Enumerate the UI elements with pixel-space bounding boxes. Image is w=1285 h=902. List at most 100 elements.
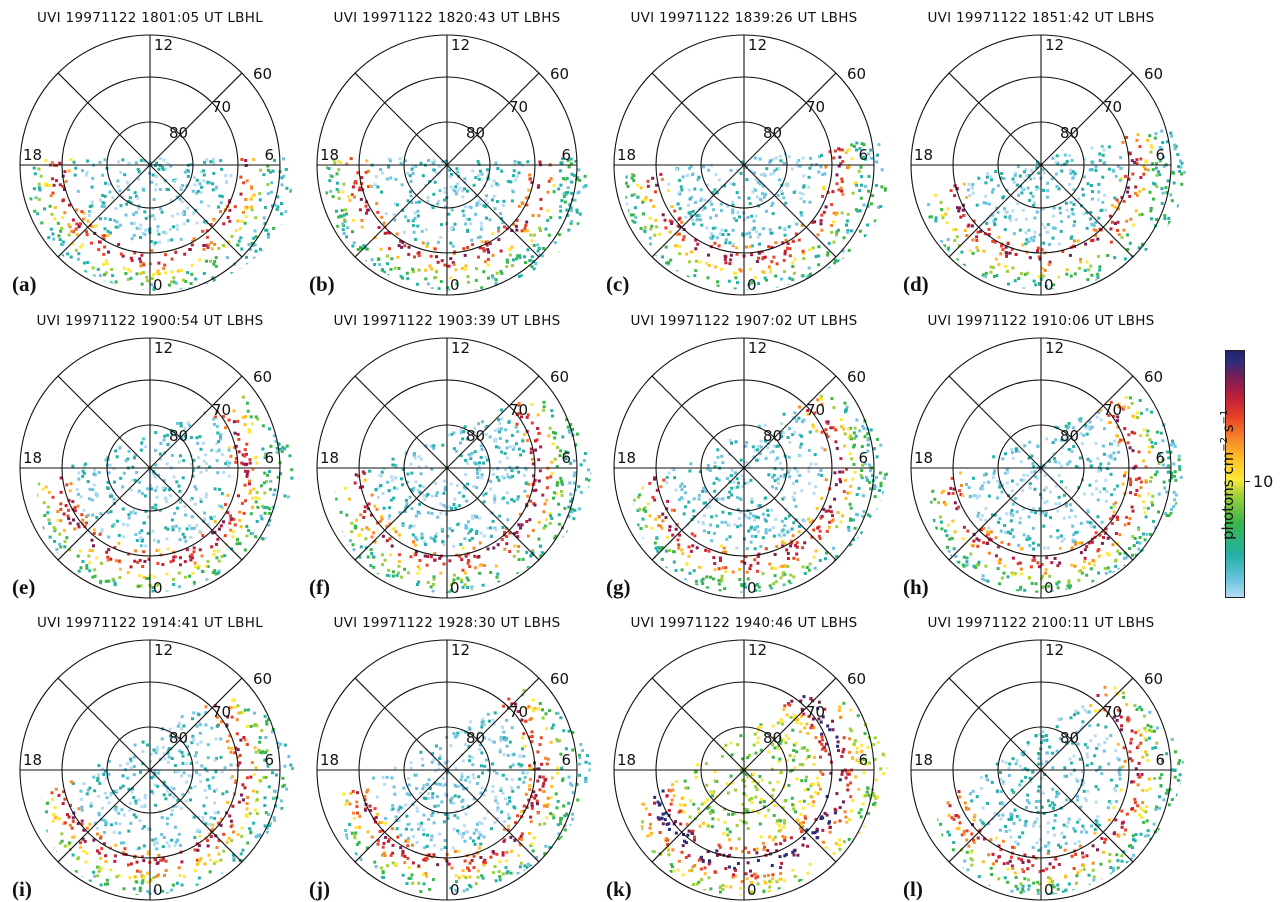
- latitude-label-70: 70: [212, 703, 231, 721]
- polar-grid: [20, 338, 280, 598]
- latitude-label-70: 70: [806, 401, 825, 419]
- colorbar-title-unit: s: [1219, 424, 1237, 437]
- latitude-label-70: 70: [1103, 703, 1122, 721]
- mlt-label-right: 6: [858, 449, 868, 467]
- polar-grid: [317, 35, 577, 295]
- latitude-label-80: 80: [1060, 124, 1079, 142]
- auroral-emission-image: [625, 695, 890, 902]
- mlt-label-top: 12: [451, 36, 470, 54]
- mlt-label-top: 12: [748, 339, 767, 357]
- mlt-label-bottom: 0: [153, 276, 163, 294]
- polar-grid: [317, 338, 577, 598]
- colorbar-title: photons cm−2 s−1: [1219, 410, 1237, 540]
- colorbar-tick: [1244, 481, 1250, 482]
- panel-label: (g): [606, 575, 631, 600]
- latitude-label-70: 70: [509, 703, 528, 721]
- mlt-label-top: 12: [154, 36, 173, 54]
- mlt-label-right: 6: [561, 751, 571, 769]
- polar-grid: [911, 640, 1171, 900]
- polar-grid: [614, 338, 874, 598]
- polar-grid: [614, 640, 874, 900]
- mlt-label-left: 18: [914, 146, 933, 164]
- mlt-label-right: 6: [1155, 751, 1165, 769]
- polar-grid: [20, 35, 280, 295]
- polar-grid: [614, 35, 874, 295]
- latitude-label-60: 60: [1144, 670, 1163, 688]
- panel-label: (i): [12, 877, 32, 902]
- latitude-label-80: 80: [1060, 729, 1079, 747]
- latitude-label-60: 60: [847, 65, 866, 83]
- panel-label: (d): [903, 272, 929, 297]
- polar-grid: [911, 35, 1171, 295]
- polar-grid: [317, 640, 577, 900]
- mlt-label-left: 18: [914, 751, 933, 769]
- mlt-label-top: 12: [451, 339, 470, 357]
- latitude-label-80: 80: [169, 124, 188, 142]
- latitude-label-70: 70: [1103, 401, 1122, 419]
- mlt-label-top: 12: [1045, 339, 1064, 357]
- mlt-label-top: 12: [451, 641, 470, 659]
- mlt-label-bottom: 0: [153, 881, 163, 899]
- mlt-label-left: 18: [23, 751, 42, 769]
- mlt-label-left: 18: [320, 449, 339, 467]
- mlt-label-right: 6: [264, 146, 274, 164]
- colorbar-title-exponent-2: −1: [1219, 410, 1230, 425]
- latitude-label-60: 60: [550, 670, 569, 688]
- mlt-label-bottom: 0: [747, 881, 757, 899]
- mlt-label-right: 6: [1155, 449, 1165, 467]
- latitude-label-60: 60: [847, 670, 866, 688]
- mlt-label-bottom: 0: [747, 276, 757, 294]
- mlt-label-right: 6: [858, 146, 868, 164]
- latitude-label-70: 70: [509, 98, 528, 116]
- mlt-label-left: 18: [23, 146, 42, 164]
- mlt-label-top: 12: [748, 36, 767, 54]
- latitude-label-80: 80: [1060, 427, 1079, 445]
- mlt-label-left: 18: [320, 751, 339, 769]
- latitude-label-60: 60: [1144, 368, 1163, 386]
- mlt-label-top: 12: [1045, 641, 1064, 659]
- mlt-label-bottom: 0: [1044, 881, 1054, 899]
- latitude-label-70: 70: [806, 703, 825, 721]
- mlt-label-left: 18: [617, 449, 636, 467]
- colorbar-tick-label: 10: [1253, 472, 1273, 491]
- latitude-label-60: 60: [253, 368, 272, 386]
- latitude-label-80: 80: [763, 124, 782, 142]
- mlt-label-bottom: 0: [450, 276, 460, 294]
- mlt-label-right: 6: [1155, 146, 1165, 164]
- mlt-label-right: 6: [858, 751, 868, 769]
- mlt-label-right: 6: [264, 751, 274, 769]
- mlt-label-bottom: 0: [153, 579, 163, 597]
- latitude-label-80: 80: [169, 729, 188, 747]
- polar-grid: [20, 640, 280, 900]
- latitude-label-80: 80: [466, 729, 485, 747]
- colorbar-title-exponent-1: −2: [1219, 437, 1230, 452]
- mlt-label-bottom: 0: [450, 881, 460, 899]
- latitude-label-60: 60: [550, 368, 569, 386]
- mlt-label-top: 12: [154, 339, 173, 357]
- panel-label: (l): [903, 877, 923, 902]
- panel-label: (k): [606, 877, 632, 902]
- panel-label: (f): [309, 575, 330, 600]
- latitude-label-70: 70: [806, 98, 825, 116]
- polar-grid: [911, 338, 1171, 598]
- latitude-label-80: 80: [763, 729, 782, 747]
- mlt-label-bottom: 0: [1044, 276, 1054, 294]
- latitude-label-60: 60: [550, 65, 569, 83]
